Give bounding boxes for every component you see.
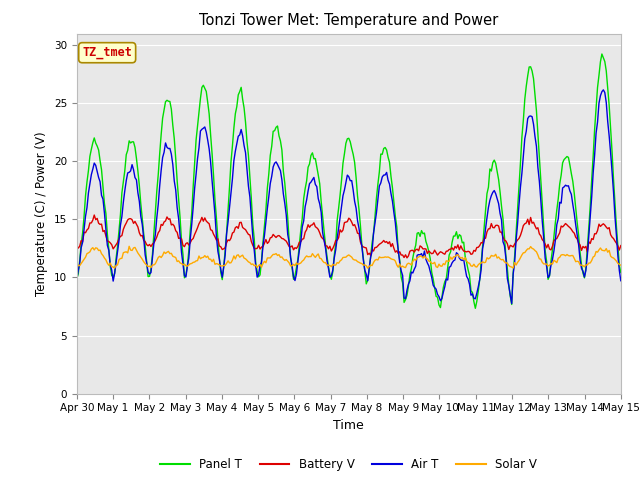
Legend: Panel T, Battery V, Air T, Solar V: Panel T, Battery V, Air T, Solar V bbox=[156, 454, 542, 476]
Line: Battery V: Battery V bbox=[77, 215, 621, 258]
Panel T bbox=[248, 196, 255, 202]
Solar V bbox=[260, 258, 268, 264]
Solar V bbox=[73, 264, 81, 270]
Battery V bbox=[617, 243, 625, 249]
Title: Tonzi Tower Met: Temperature and Power: Tonzi Tower Met: Temperature and Power bbox=[199, 13, 499, 28]
Air T bbox=[508, 300, 516, 306]
Y-axis label: Temperature (C) / Power (V): Temperature (C) / Power (V) bbox=[35, 132, 48, 296]
Line: Air T: Air T bbox=[77, 90, 621, 303]
Battery V bbox=[208, 228, 216, 233]
Panel T bbox=[472, 305, 479, 311]
Battery V bbox=[249, 242, 257, 248]
Panel T bbox=[596, 59, 604, 65]
Solar V bbox=[125, 243, 133, 249]
Air T bbox=[248, 214, 255, 219]
X-axis label: Time: Time bbox=[333, 419, 364, 432]
Solar V bbox=[598, 247, 605, 253]
Panel T bbox=[345, 135, 353, 141]
Battery V bbox=[90, 212, 98, 218]
Solar V bbox=[208, 259, 216, 264]
Solar V bbox=[346, 253, 354, 259]
Line: Solar V: Solar V bbox=[77, 246, 621, 268]
Air T bbox=[617, 278, 625, 284]
Battery V bbox=[346, 216, 354, 222]
Solar V bbox=[617, 262, 625, 268]
Air T bbox=[600, 87, 607, 93]
Panel T bbox=[259, 240, 267, 245]
Text: TZ_tmet: TZ_tmet bbox=[82, 46, 132, 59]
Line: Panel T: Panel T bbox=[77, 54, 621, 308]
Panel T bbox=[598, 51, 605, 57]
Air T bbox=[345, 174, 353, 180]
Battery V bbox=[73, 245, 81, 251]
Battery V bbox=[400, 254, 408, 260]
Panel T bbox=[399, 280, 406, 286]
Battery V bbox=[260, 240, 268, 246]
Solar V bbox=[249, 261, 257, 267]
Air T bbox=[399, 273, 406, 278]
Air T bbox=[596, 93, 604, 98]
Air T bbox=[259, 243, 267, 249]
Panel T bbox=[73, 276, 81, 281]
Air T bbox=[73, 276, 81, 282]
Solar V bbox=[402, 264, 410, 270]
Solar V bbox=[364, 265, 372, 271]
Battery V bbox=[598, 222, 605, 228]
Panel T bbox=[617, 270, 625, 276]
Battery V bbox=[403, 255, 411, 261]
Panel T bbox=[207, 132, 214, 138]
Air T bbox=[207, 159, 214, 165]
